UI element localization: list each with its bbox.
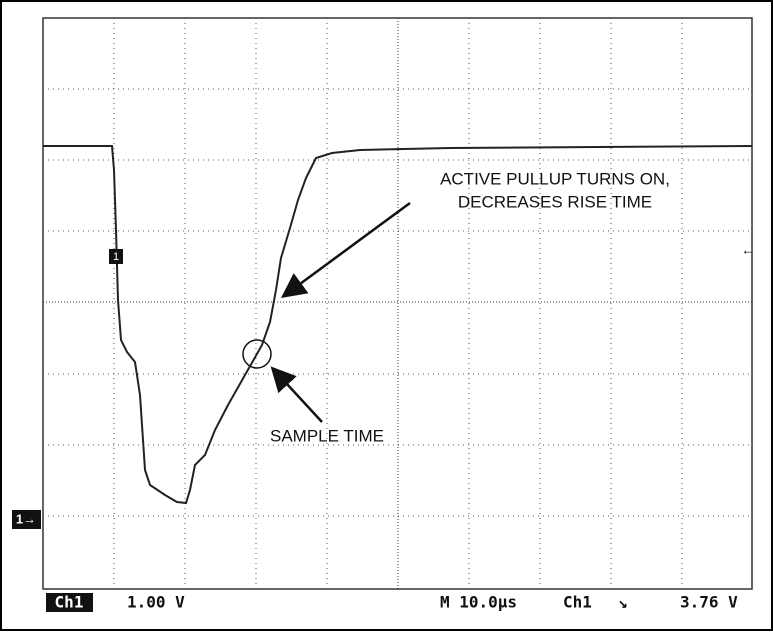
graticule bbox=[43, 18, 752, 589]
status-trigger-channel: Ch1 bbox=[563, 593, 592, 612]
sample-arrow bbox=[270, 366, 323, 423]
trigger-marker-label: 1 bbox=[113, 251, 119, 263]
channel-ref-marker bbox=[12, 510, 41, 529]
channel-badge bbox=[46, 593, 93, 612]
waveform bbox=[43, 145, 753, 505]
annotation: SAMPLE TIME bbox=[270, 426, 384, 445]
status-trigger-slope: ↘ bbox=[618, 593, 628, 612]
status-channel: Ch1 bbox=[55, 593, 84, 612]
status-timebase: M 10.0µs bbox=[440, 593, 517, 612]
trigger-level-marker: ← bbox=[741, 242, 755, 258]
trigger-marker bbox=[109, 249, 123, 264]
annotation: ACTIVE PULLUP TURNS ON, bbox=[440, 169, 670, 188]
channel-ref-label: 1→ bbox=[16, 511, 36, 526]
status-volts: 1.00 V bbox=[127, 593, 185, 612]
annotation: DECREASES RISE TIME bbox=[458, 192, 652, 211]
sample-circle bbox=[242, 339, 272, 369]
status-trigger-level: 3.76 V bbox=[680, 593, 738, 612]
pullup-arrow bbox=[280, 201, 411, 298]
